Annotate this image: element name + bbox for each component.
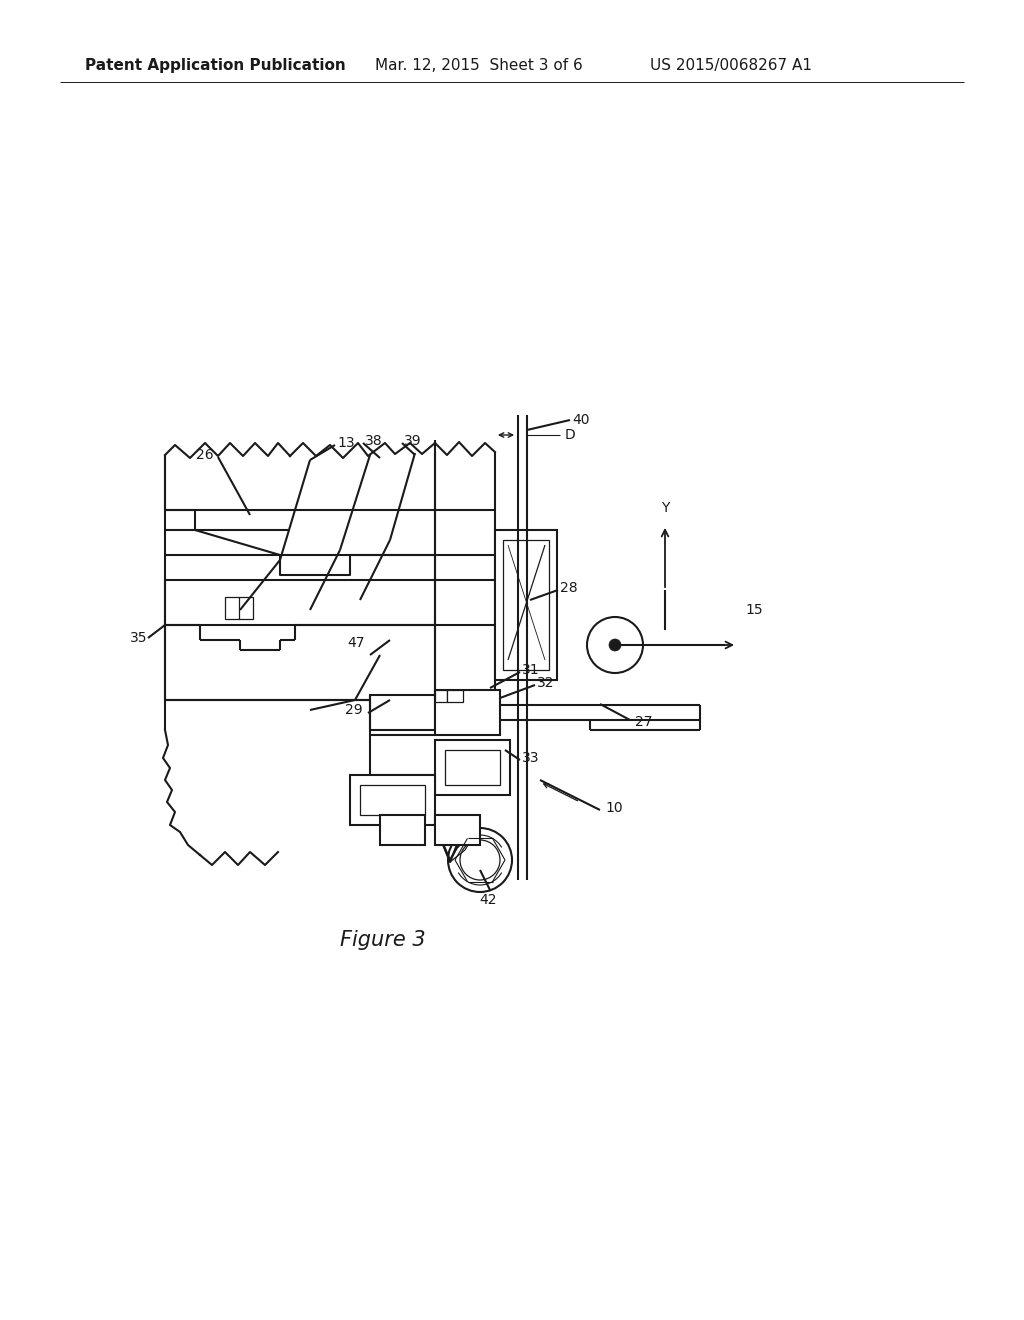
Bar bbox=[503, 540, 549, 671]
Bar bbox=[350, 775, 435, 825]
Text: 13: 13 bbox=[337, 436, 354, 450]
Polygon shape bbox=[435, 825, 480, 862]
Text: 32: 32 bbox=[537, 676, 555, 690]
Text: 29: 29 bbox=[345, 704, 362, 717]
Bar bbox=[447, 690, 463, 702]
Text: 47: 47 bbox=[347, 636, 365, 649]
Text: 38: 38 bbox=[365, 434, 383, 447]
Bar bbox=[495, 531, 557, 680]
Bar bbox=[435, 814, 480, 845]
Text: 27: 27 bbox=[635, 715, 652, 729]
Text: 28: 28 bbox=[560, 581, 578, 595]
Text: 39: 39 bbox=[404, 434, 422, 447]
Text: 33: 33 bbox=[522, 751, 540, 766]
Bar bbox=[435, 690, 500, 735]
Bar bbox=[380, 814, 425, 845]
Text: D: D bbox=[565, 428, 575, 442]
Text: Figure 3: Figure 3 bbox=[340, 931, 426, 950]
Text: 35: 35 bbox=[130, 631, 147, 645]
Bar bbox=[445, 750, 500, 785]
Text: 15: 15 bbox=[745, 603, 763, 616]
Bar bbox=[225, 597, 253, 619]
Text: 31: 31 bbox=[522, 663, 540, 677]
Text: 40: 40 bbox=[572, 413, 590, 426]
Text: 26: 26 bbox=[196, 447, 214, 462]
Circle shape bbox=[609, 639, 621, 651]
Bar bbox=[360, 785, 425, 814]
Text: 42: 42 bbox=[479, 894, 497, 907]
Bar bbox=[435, 741, 510, 795]
Text: Mar. 12, 2015  Sheet 3 of 6: Mar. 12, 2015 Sheet 3 of 6 bbox=[375, 58, 583, 73]
Text: US 2015/0068267 A1: US 2015/0068267 A1 bbox=[650, 58, 812, 73]
Text: 10: 10 bbox=[605, 801, 623, 814]
Bar bbox=[370, 696, 435, 730]
Text: Patent Application Publication: Patent Application Publication bbox=[85, 58, 346, 73]
Bar bbox=[435, 690, 447, 702]
Text: Y: Y bbox=[660, 502, 670, 515]
